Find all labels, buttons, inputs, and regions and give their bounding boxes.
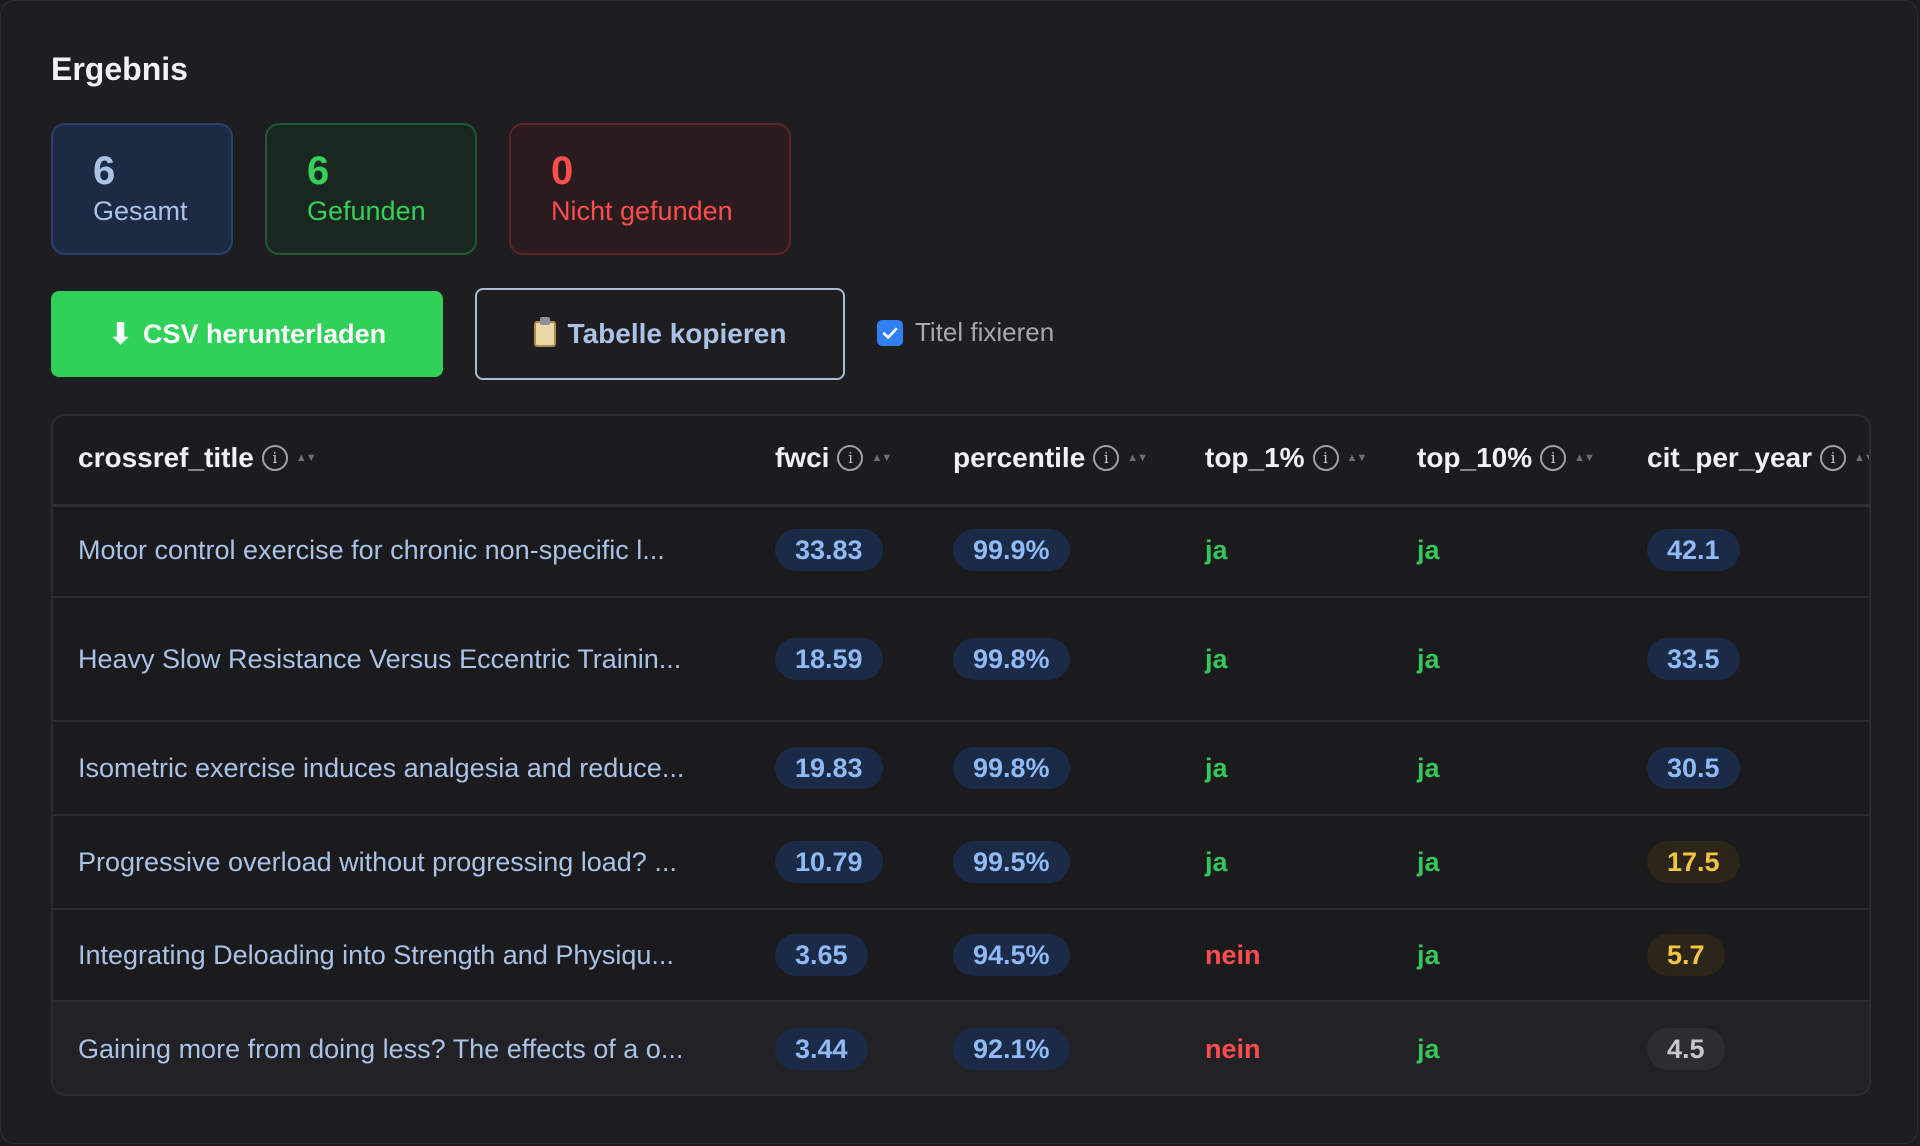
info-icon[interactable]: i xyxy=(1093,445,1120,471)
copy-table-label: Tabelle kopieren xyxy=(567,318,787,349)
stat-found-card: 6 Gefunden xyxy=(265,123,477,255)
stat-not-found-label: Nicht gefunden xyxy=(551,196,733,226)
cit-per-year-badge: 33.5 xyxy=(1647,638,1740,680)
sort-icon[interactable]: ▲▼ xyxy=(1346,451,1368,464)
percentile-badge: 99.8% xyxy=(953,638,1070,680)
table-row[interactable]: Isometric exercise induces analgesia and… xyxy=(53,722,1869,816)
info-icon[interactable]: i xyxy=(837,445,864,471)
fwci-badge: 33.83 xyxy=(775,529,883,571)
column-header-top-10[interactable]: top_10% i ▲▼ xyxy=(1417,442,1595,474)
column-header-label: cit_per_year xyxy=(1647,442,1813,473)
percentile-badge: 92.1% xyxy=(953,1028,1070,1070)
sort-icon[interactable]: ▲▼ xyxy=(295,451,317,464)
column-header-cit-per-year[interactable]: cit_per_year i ▲▼ xyxy=(1647,442,1869,474)
column-header-label: fwci xyxy=(775,442,830,473)
top-1-value: nein xyxy=(1205,1033,1261,1064)
stat-not-found-card: 0 Nicht gefunden xyxy=(509,123,791,255)
column-header-label: top_1% xyxy=(1205,442,1305,473)
cit-per-year-badge: 30.5 xyxy=(1647,747,1740,789)
percentile-badge: 99.5% xyxy=(953,841,1070,883)
fwci-badge: 3.65 xyxy=(775,934,868,976)
csv-download-button[interactable]: ⬇ CSV herunterladen xyxy=(51,291,443,377)
title-cell: Integrating Deloading into Strength and … xyxy=(78,939,674,970)
top-1-value: ja xyxy=(1205,846,1228,877)
column-header-top-1[interactable]: top_1% i ▲▼ xyxy=(1205,442,1368,474)
title-cell: Heavy Slow Resistance Versus Eccentric T… xyxy=(78,643,682,674)
results-table: crossref_title i ▲▼ fwci i ▲▼ percentile… xyxy=(51,414,1871,1096)
fix-title-label: Titel fixieren xyxy=(915,317,1055,347)
top-10-value: ja xyxy=(1417,643,1440,674)
top-10-value: ja xyxy=(1417,1033,1440,1064)
fwci-badge: 19.83 xyxy=(775,747,883,789)
title-cell: Isometric exercise induces analgesia and… xyxy=(78,752,685,783)
title-cell: Progressive overload without progressing… xyxy=(78,846,677,877)
fwci-badge: 18.59 xyxy=(775,638,883,680)
table-row[interactable]: Gaining more from doing less? The effect… xyxy=(53,1002,1869,1094)
table-row[interactable]: Integrating Deloading into Strength and … xyxy=(53,910,1869,1002)
info-icon[interactable]: i xyxy=(1312,445,1339,471)
cit-per-year-badge: 17.5 xyxy=(1647,841,1740,883)
fwci-badge: 3.44 xyxy=(775,1028,868,1070)
checkmark-icon xyxy=(882,327,898,339)
column-header-percentile[interactable]: percentile i ▲▼ xyxy=(953,442,1148,474)
top-1-value: ja xyxy=(1205,534,1228,565)
stat-found-value: 6 xyxy=(307,149,330,193)
percentile-badge: 99.8% xyxy=(953,747,1070,789)
info-icon[interactable]: i xyxy=(1820,445,1847,471)
cit-per-year-badge: 5.7 xyxy=(1647,934,1725,976)
cit-per-year-badge: 4.5 xyxy=(1647,1028,1725,1070)
table-row[interactable]: Progressive overload without progressing… xyxy=(53,816,1869,910)
column-header-fwci[interactable]: fwci i ▲▼ xyxy=(775,442,892,474)
top-10-value: ja xyxy=(1417,534,1440,565)
top-1-value: ja xyxy=(1205,643,1228,674)
fwci-badge: 10.79 xyxy=(775,841,883,883)
info-icon[interactable]: i xyxy=(261,445,288,471)
top-10-value: ja xyxy=(1417,752,1440,783)
column-header-label: percentile xyxy=(953,442,1086,473)
top-1-value: nein xyxy=(1205,939,1261,970)
sort-icon[interactable]: ▲▼ xyxy=(1854,451,1869,464)
csv-download-label: CSV herunterladen xyxy=(143,318,387,349)
sort-icon[interactable]: ▲▼ xyxy=(1574,451,1595,464)
column-header-crossref-title[interactable]: crossref_title i ▲▼ xyxy=(78,442,317,474)
fix-title-checkbox[interactable] xyxy=(877,319,903,346)
title-cell: Motor control exercise for chronic non-s… xyxy=(78,534,665,565)
copy-table-button[interactable]: Tabelle kopieren xyxy=(475,288,845,380)
sort-icon[interactable]: ▲▼ xyxy=(871,451,892,464)
stat-total-card: 6 Gesamt xyxy=(51,123,233,255)
fix-title-toggle[interactable]: Titel fixieren xyxy=(877,317,1054,348)
top-10-value: ja xyxy=(1417,939,1440,970)
stat-total-label: Gesamt xyxy=(93,196,188,226)
stat-found-label: Gefunden xyxy=(307,196,426,226)
cit-per-year-badge: 42.1 xyxy=(1647,529,1740,571)
top-10-value: ja xyxy=(1417,846,1440,877)
download-arrow-icon: ⬇ xyxy=(107,317,134,351)
table-row[interactable]: Heavy Slow Resistance Versus Eccentric T… xyxy=(53,598,1869,722)
stat-total-value: 6 xyxy=(93,149,116,193)
clipboard-icon xyxy=(533,317,556,347)
info-icon[interactable]: i xyxy=(1540,445,1567,471)
column-header-label: crossref_title xyxy=(78,442,254,473)
stat-not-found-value: 0 xyxy=(551,149,574,193)
page-title: Ergebnis xyxy=(51,51,188,87)
percentile-badge: 94.5% xyxy=(953,934,1070,976)
percentile-badge: 99.9% xyxy=(953,529,1070,571)
table-row[interactable]: Motor control exercise for chronic non-s… xyxy=(53,504,1869,598)
sort-icon[interactable]: ▲▼ xyxy=(1127,451,1148,464)
top-1-value: ja xyxy=(1205,752,1228,783)
title-cell: Gaining more from doing less? The effect… xyxy=(78,1033,684,1064)
column-header-label: top_10% xyxy=(1417,442,1533,473)
table-header: crossref_title i ▲▼ fwci i ▲▼ percentile… xyxy=(53,416,1869,507)
